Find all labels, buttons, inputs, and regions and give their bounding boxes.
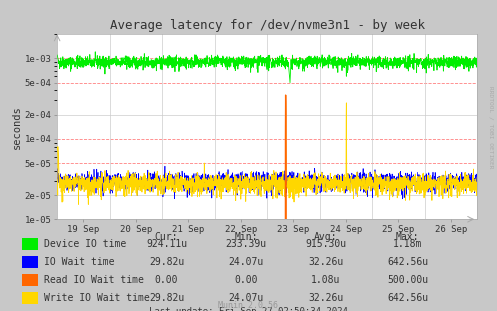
- Bar: [22, 256, 38, 268]
- Text: IO Wait time: IO Wait time: [44, 257, 114, 267]
- Text: 233.39u: 233.39u: [226, 239, 266, 249]
- Text: 29.82u: 29.82u: [149, 257, 184, 267]
- Text: Munin 2.0.56: Munin 2.0.56: [219, 301, 278, 310]
- Text: 1.18m: 1.18m: [393, 239, 422, 249]
- Bar: [22, 292, 38, 304]
- Text: Last update: Fri Sep 27 02:50:34 2024: Last update: Fri Sep 27 02:50:34 2024: [149, 307, 348, 311]
- Bar: [22, 238, 38, 250]
- Text: 24.07u: 24.07u: [229, 257, 263, 267]
- Y-axis label: seconds: seconds: [12, 105, 22, 149]
- Text: 500.00u: 500.00u: [387, 275, 428, 285]
- Text: Avg:: Avg:: [314, 232, 337, 242]
- Text: 924.11u: 924.11u: [146, 239, 187, 249]
- Text: 29.82u: 29.82u: [149, 293, 184, 303]
- Text: 0.00: 0.00: [234, 275, 258, 285]
- Text: 0.00: 0.00: [155, 275, 178, 285]
- Text: Write IO Wait time: Write IO Wait time: [44, 293, 150, 303]
- Text: 32.26u: 32.26u: [308, 293, 343, 303]
- Text: Read IO Wait time: Read IO Wait time: [44, 275, 144, 285]
- Text: Device IO time: Device IO time: [44, 239, 126, 249]
- Text: RRDTOOL / TOBI OETIKER: RRDTOOL / TOBI OETIKER: [489, 86, 494, 169]
- Text: 32.26u: 32.26u: [308, 257, 343, 267]
- Text: 24.07u: 24.07u: [229, 293, 263, 303]
- Text: 642.56u: 642.56u: [387, 257, 428, 267]
- Title: Average latency for /dev/nvme3n1 - by week: Average latency for /dev/nvme3n1 - by we…: [110, 19, 424, 32]
- Bar: [22, 274, 38, 286]
- Text: 642.56u: 642.56u: [387, 293, 428, 303]
- Text: Cur:: Cur:: [155, 232, 178, 242]
- Text: Max:: Max:: [396, 232, 419, 242]
- Text: 1.08u: 1.08u: [311, 275, 340, 285]
- Text: 915.30u: 915.30u: [305, 239, 346, 249]
- Text: Min:: Min:: [234, 232, 258, 242]
